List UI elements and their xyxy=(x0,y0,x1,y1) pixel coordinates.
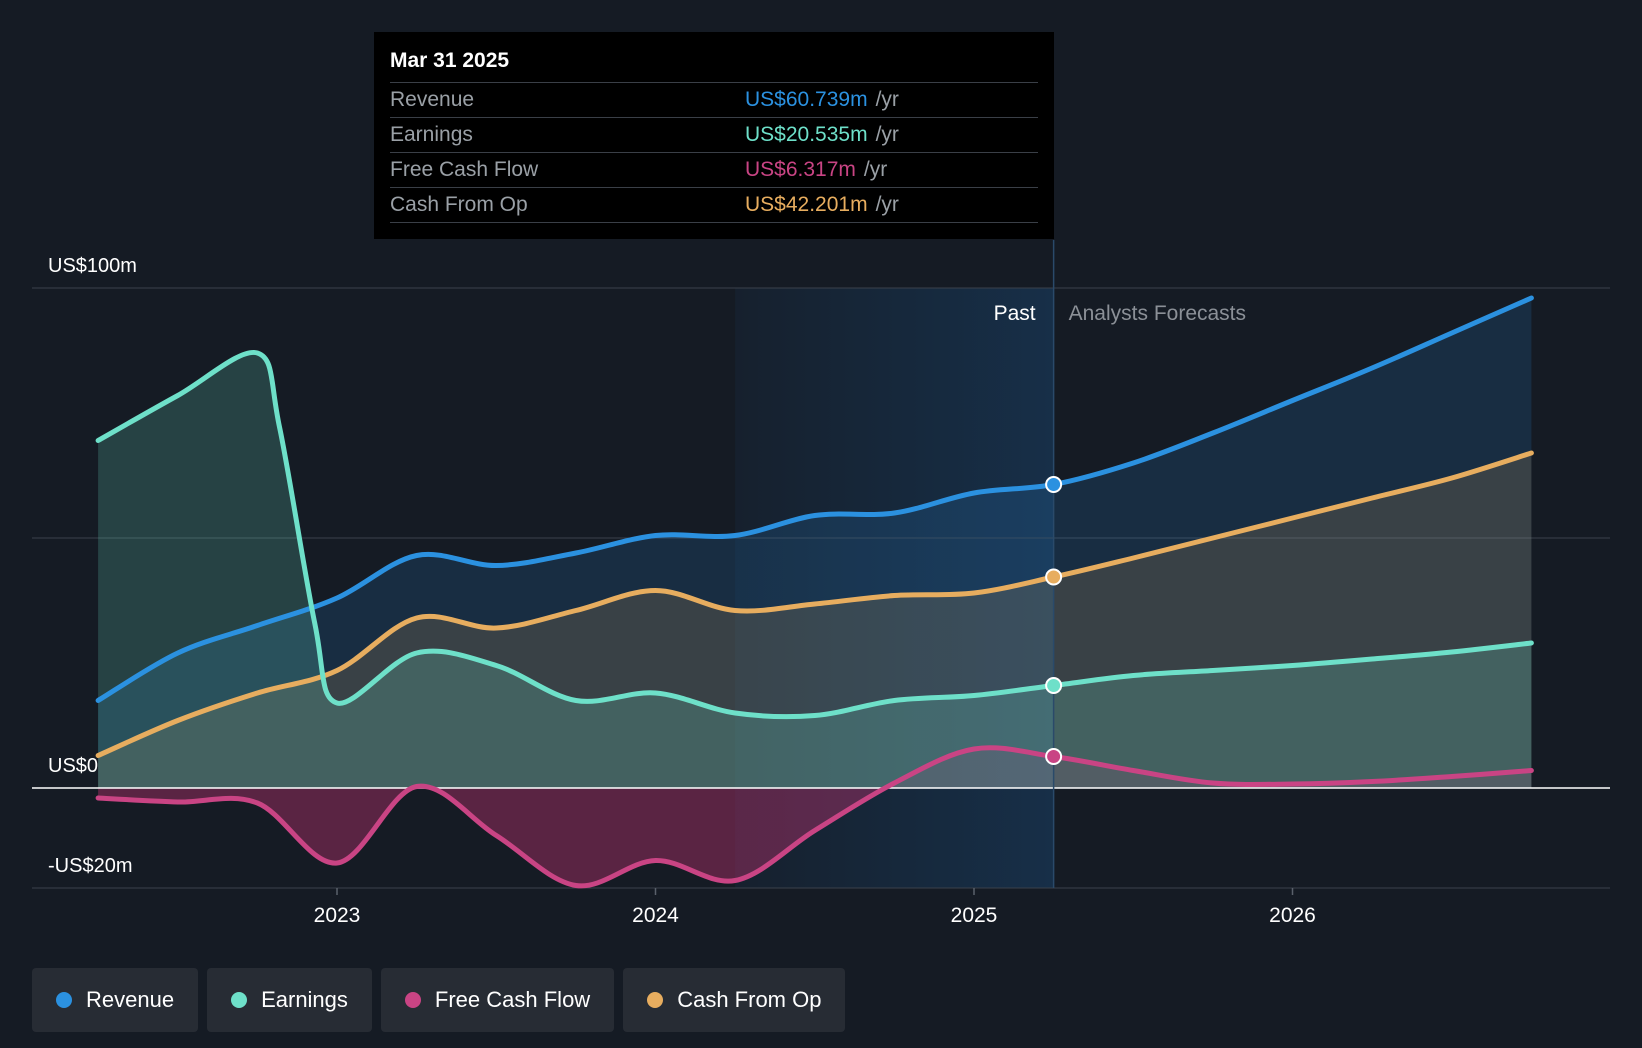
series-lines xyxy=(95,295,1534,889)
legend-label: Cash From Op xyxy=(677,987,822,1012)
marker-free-cash-flow xyxy=(1045,748,1063,765)
tooltip-label: Earnings xyxy=(390,123,473,146)
tooltip-row-revenue: Revenue US$60.739m /yr xyxy=(390,82,1038,117)
x-tick-label: 2026 xyxy=(1269,904,1316,927)
line-revenue xyxy=(95,295,1534,703)
legend-item-free-cash-flow[interactable]: Free Cash Flow xyxy=(380,968,615,1032)
legend-item-earnings[interactable]: Earnings xyxy=(207,968,372,1032)
y-label-0: US$0 xyxy=(48,755,98,777)
x-tick-label: 2023 xyxy=(314,904,361,927)
legend-label: Free Cash Flow xyxy=(434,987,591,1012)
marker-cash-from-op xyxy=(1045,568,1063,586)
tooltip-unit: /yr xyxy=(875,88,899,111)
y-label-100: US$100m xyxy=(48,255,137,277)
tooltip-row-cash-from-op: Cash From Op US$42.201m /yr xyxy=(390,187,1038,223)
x-tick-label: 2025 xyxy=(951,904,998,927)
grid-lines xyxy=(32,287,1610,889)
line-earnings xyxy=(95,349,1534,720)
legend-dot-icon xyxy=(231,992,248,1008)
tooltip-value: US$42.201m xyxy=(745,193,868,216)
tooltip: Mar 31 2025 Revenue US$60.739m /yr Earni… xyxy=(374,32,1054,239)
tooltip-row-earnings: Earnings US$20.535m /yr xyxy=(390,117,1038,152)
legend-dot-icon xyxy=(647,992,664,1008)
y-label-neg20: -US$20m xyxy=(48,855,132,877)
forecast-label: Analysts Forecasts xyxy=(1069,302,1246,325)
area-earnings xyxy=(98,352,1532,788)
highlight-markers xyxy=(1045,476,1063,765)
tooltip-unit: /yr xyxy=(875,193,899,216)
tooltip-value: US$60.739m xyxy=(745,88,868,111)
x-axis-ticks: 2023 2024 2025 2026 xyxy=(314,888,1316,927)
marker-earnings xyxy=(1045,677,1063,694)
legend-dot-icon xyxy=(404,992,421,1008)
tooltip-unit: /yr xyxy=(863,158,888,181)
legend-label: Revenue xyxy=(86,987,175,1012)
area-cash-from-op xyxy=(98,453,1532,788)
legend: Revenue Earnings Free Cash Flow Cash Fro… xyxy=(32,968,846,1032)
tooltip-value: US$6.317m xyxy=(745,158,856,181)
tooltip-unit: /yr xyxy=(875,123,899,146)
past-label: Past xyxy=(994,302,1036,325)
line-free-cash-flow xyxy=(95,745,1534,889)
area-revenue xyxy=(98,298,1532,788)
tooltip-value: US$20.535m xyxy=(745,123,868,146)
series-areas xyxy=(98,298,1532,886)
line-cash-from-op xyxy=(95,450,1534,758)
tooltip-label: Cash From Op xyxy=(390,193,528,216)
tooltip-label: Revenue xyxy=(390,88,475,111)
tooltip-date: Mar 31 2025 xyxy=(390,49,510,72)
legend-item-cash-from-op[interactable]: Cash From Op xyxy=(623,968,846,1032)
legend-label: Earnings xyxy=(261,987,348,1012)
tooltip-label: Free Cash Flow xyxy=(390,158,539,181)
legend-item-revenue[interactable]: Revenue xyxy=(32,968,199,1032)
legend-dot-icon xyxy=(56,992,72,1008)
x-tick-label: 2024 xyxy=(632,904,679,927)
tooltip-row-free-cash-flow: Free Cash Flow US$6.317m /yr xyxy=(390,152,1038,187)
marker-revenue xyxy=(1045,476,1063,493)
